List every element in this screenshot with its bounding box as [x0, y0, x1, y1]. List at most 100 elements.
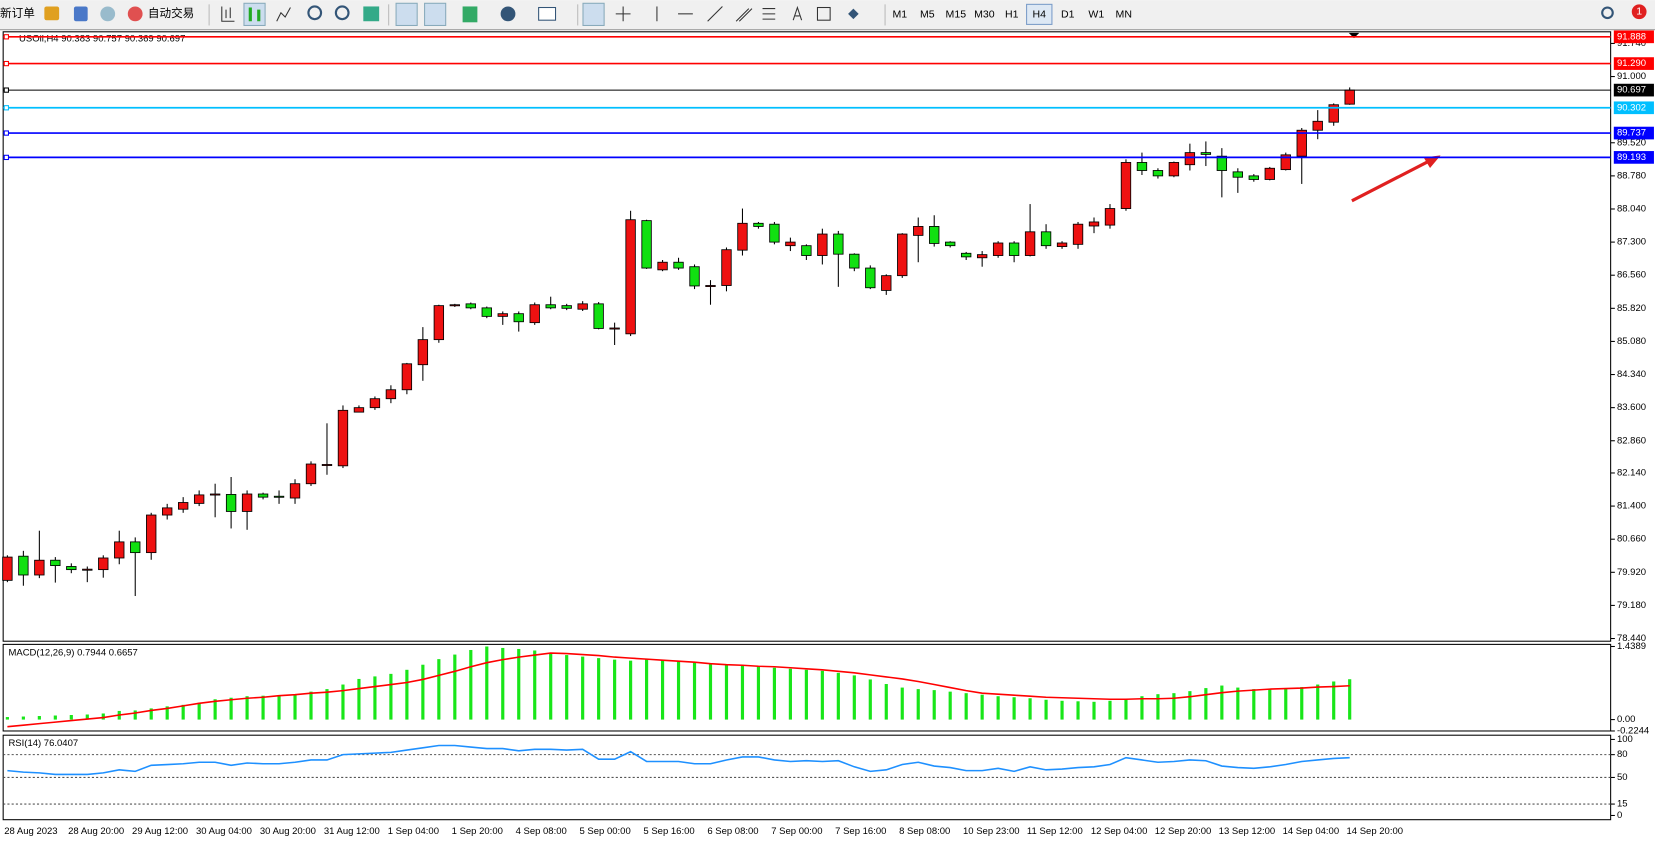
candle-body — [2, 556, 13, 581]
price-level-tag — [1613, 151, 1654, 164]
price-level-handle — [3, 34, 9, 40]
fibo-button[interactable] — [762, 8, 776, 20]
y-tick-label: 88.780 — [1617, 170, 1646, 181]
search-button[interactable] — [1601, 6, 1614, 20]
timeframe-button[interactable]: H1 — [1005, 9, 1019, 21]
new-order-button[interactable]: 新订单 — [0, 6, 35, 20]
macd-bar — [533, 650, 537, 720]
icon[interactable] — [44, 6, 60, 21]
chart-shift-button[interactable] — [424, 2, 447, 26]
cursor-button[interactable] — [582, 2, 605, 26]
x-tick-label: 14 Sep 20:00 — [1347, 826, 1404, 837]
bar-chart-button[interactable] — [221, 6, 235, 22]
macd-bar — [1124, 699, 1128, 720]
macd-bar — [820, 670, 824, 720]
zoom-in-button[interactable] — [307, 5, 323, 21]
macd-bar — [1044, 699, 1048, 720]
candle-body — [753, 222, 764, 227]
candle-body — [177, 502, 189, 510]
macd-bar — [565, 655, 569, 720]
timeframe-button[interactable]: M1 — [893, 9, 908, 21]
timeframe-button[interactable]: W1 — [1088, 9, 1104, 21]
macd-bar — [469, 649, 473, 720]
candle-body — [449, 304, 460, 307]
candle-body — [1088, 221, 1100, 227]
macd-bar — [597, 658, 601, 720]
candle-body — [417, 339, 429, 366]
candle-body — [913, 226, 924, 236]
candle-body — [545, 304, 556, 309]
timeframe-button[interactable]: M30 — [974, 9, 995, 21]
channel-button[interactable] — [735, 8, 753, 22]
timeframe-button[interactable]: D1 — [1061, 9, 1075, 21]
indicators-button[interactable] — [462, 6, 478, 23]
y-tick-label: 1.4389 — [1617, 641, 1646, 652]
candle-body — [529, 304, 540, 324]
tile-button[interactable] — [363, 6, 380, 22]
macd-bar — [1348, 679, 1352, 720]
candle-body — [1072, 223, 1084, 245]
macd-bar — [980, 694, 984, 720]
candle-body — [193, 494, 205, 504]
timeframe-button[interactable]: MN — [1116, 9, 1132, 21]
candle-body — [385, 389, 397, 400]
trendline-button[interactable] — [707, 6, 723, 22]
price-level-tag — [1613, 83, 1654, 97]
autoscroll-button[interactable] — [395, 2, 418, 26]
periods-button[interactable] — [500, 6, 516, 22]
candle-body — [1216, 155, 1228, 171]
auto-trading-button[interactable]: 自动交易 — [148, 6, 194, 20]
icon[interactable] — [73, 6, 88, 22]
auto-trading-icon[interactable] — [127, 6, 143, 22]
candle-body — [1264, 167, 1275, 180]
macd-bar — [261, 695, 265, 720]
macd-bar — [644, 659, 649, 720]
arrows-button[interactable] — [848, 8, 859, 20]
timeframe-button[interactable]: H4 — [1033, 9, 1047, 21]
y-tick-label: 81.400 — [1617, 501, 1646, 512]
macd-bar — [788, 668, 792, 720]
main-pane — [2, 31, 1612, 642]
macd-bar — [277, 695, 281, 720]
macd-bar — [501, 647, 505, 720]
icon[interactable] — [248, 7, 261, 22]
zoom-out-button[interactable] — [334, 5, 350, 21]
price-level-handle — [3, 60, 9, 67]
templates-button[interactable] — [538, 6, 557, 21]
macd-bar — [437, 659, 441, 720]
macd-bar — [629, 660, 633, 720]
macd-bar — [357, 678, 361, 720]
x-tick-label: 7 Sep 00:00 — [771, 826, 822, 837]
label-button[interactable] — [816, 6, 831, 21]
candle-body — [1248, 175, 1259, 180]
icon[interactable] — [100, 6, 116, 22]
macd-bar — [549, 652, 553, 720]
y-tick-label: 79.920 — [1617, 567, 1646, 578]
candle-body — [1280, 154, 1291, 171]
line-chart-button[interactable] — [276, 7, 291, 22]
macd-bar — [884, 684, 888, 720]
text-button[interactable] — [792, 5, 803, 21]
x-tick-label: 4 Sep 08:00 — [516, 826, 567, 837]
y-tick-label: 87.300 — [1617, 237, 1646, 248]
timeframe-button[interactable]: M15 — [946, 9, 967, 21]
candle-body — [289, 483, 301, 499]
macd-bar — [1188, 691, 1192, 720]
candle-body — [1136, 162, 1148, 171]
crosshair-button[interactable] — [615, 6, 631, 22]
candle-body — [481, 307, 492, 317]
candle-chart-button[interactable] — [243, 2, 266, 26]
y-tick-label: 83.600 — [1617, 402, 1646, 413]
price-level-label: 91.290 — [1617, 58, 1646, 69]
price-level-handle — [3, 87, 9, 93]
notification-badge[interactable] — [1631, 4, 1647, 20]
timeframe-button[interactable]: M5 — [920, 9, 935, 21]
price-level-handle — [3, 130, 9, 136]
x-tick-label: 1 Sep 04:00 — [388, 826, 439, 837]
macd-bar — [1284, 688, 1288, 720]
notification-count: 1 — [1636, 6, 1642, 18]
macd-bar — [421, 664, 425, 720]
timeframe-active[interactable] — [1026, 3, 1053, 25]
y-tick-label: 88.040 — [1617, 204, 1646, 215]
